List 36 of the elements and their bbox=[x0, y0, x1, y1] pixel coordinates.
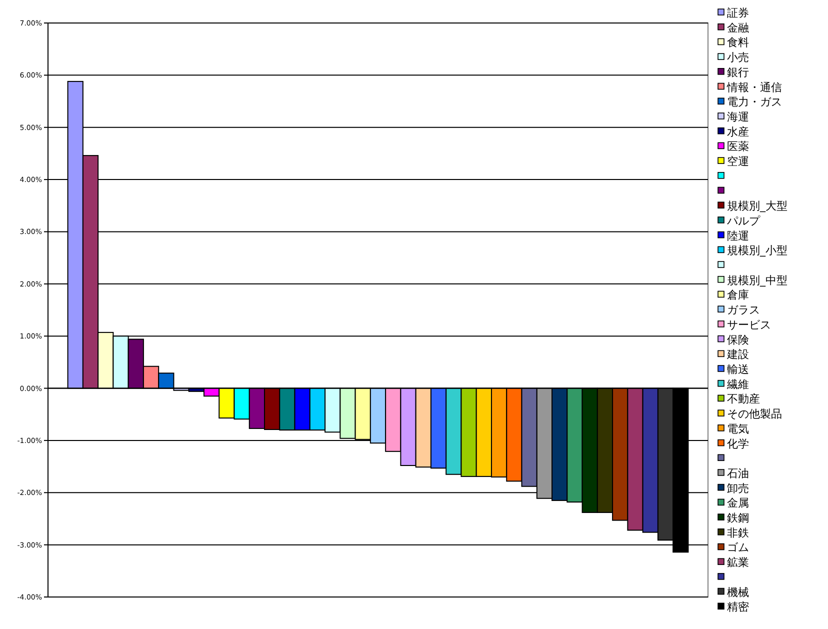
legend-label: 銀行 bbox=[727, 66, 749, 79]
legend-label: 卸売 bbox=[727, 482, 749, 495]
legend-label: 規模別_小型 bbox=[727, 244, 788, 258]
legend-label: ゴム bbox=[727, 541, 749, 554]
legend-label: 石油 bbox=[727, 466, 749, 480]
legend-label: ガラス bbox=[727, 304, 760, 317]
legend-label: 精密 bbox=[727, 600, 749, 614]
legend-label: 化学 bbox=[727, 437, 749, 450]
legend-label: 非鉄 bbox=[727, 526, 749, 540]
legend-label: 証券 bbox=[727, 6, 749, 20]
legend-label: 鉄鋼 bbox=[727, 512, 749, 525]
legend-label: 空運 bbox=[727, 155, 749, 168]
legend-label: 金属 bbox=[727, 496, 749, 510]
legend-label: 規模別_中型 bbox=[727, 274, 788, 287]
legend-label: 小売 bbox=[727, 51, 749, 64]
legend-label: 建設 bbox=[726, 348, 749, 362]
legend-label: サービス bbox=[727, 318, 771, 332]
legend-label: 海運 bbox=[727, 110, 749, 124]
legend-label: その他製品 bbox=[727, 408, 782, 421]
legend-label: 倉庫 bbox=[727, 288, 749, 302]
legend-label: 金融 bbox=[727, 21, 749, 34]
legend-label: 陸運 bbox=[727, 229, 749, 242]
legend-label: 水産 bbox=[727, 125, 749, 138]
legend-label: 輸送 bbox=[727, 362, 749, 376]
legend-label: パルプ bbox=[726, 214, 761, 228]
legend-label: 食料 bbox=[727, 36, 749, 50]
legend-label: 機械 bbox=[727, 586, 749, 599]
legend-label: 繊維 bbox=[726, 378, 749, 391]
legend-label: 鉱業 bbox=[727, 556, 749, 570]
legend-label: 情報・通信 bbox=[726, 80, 782, 94]
legend-label: 規模別_大型 bbox=[727, 200, 788, 213]
legend-label: 電力・ガス bbox=[727, 96, 782, 109]
legend-label: 医薬 bbox=[727, 140, 749, 154]
legend-label: 電気 bbox=[727, 422, 749, 436]
legend-label: 不動産 bbox=[727, 392, 760, 406]
legend-label: 保険 bbox=[727, 333, 749, 346]
